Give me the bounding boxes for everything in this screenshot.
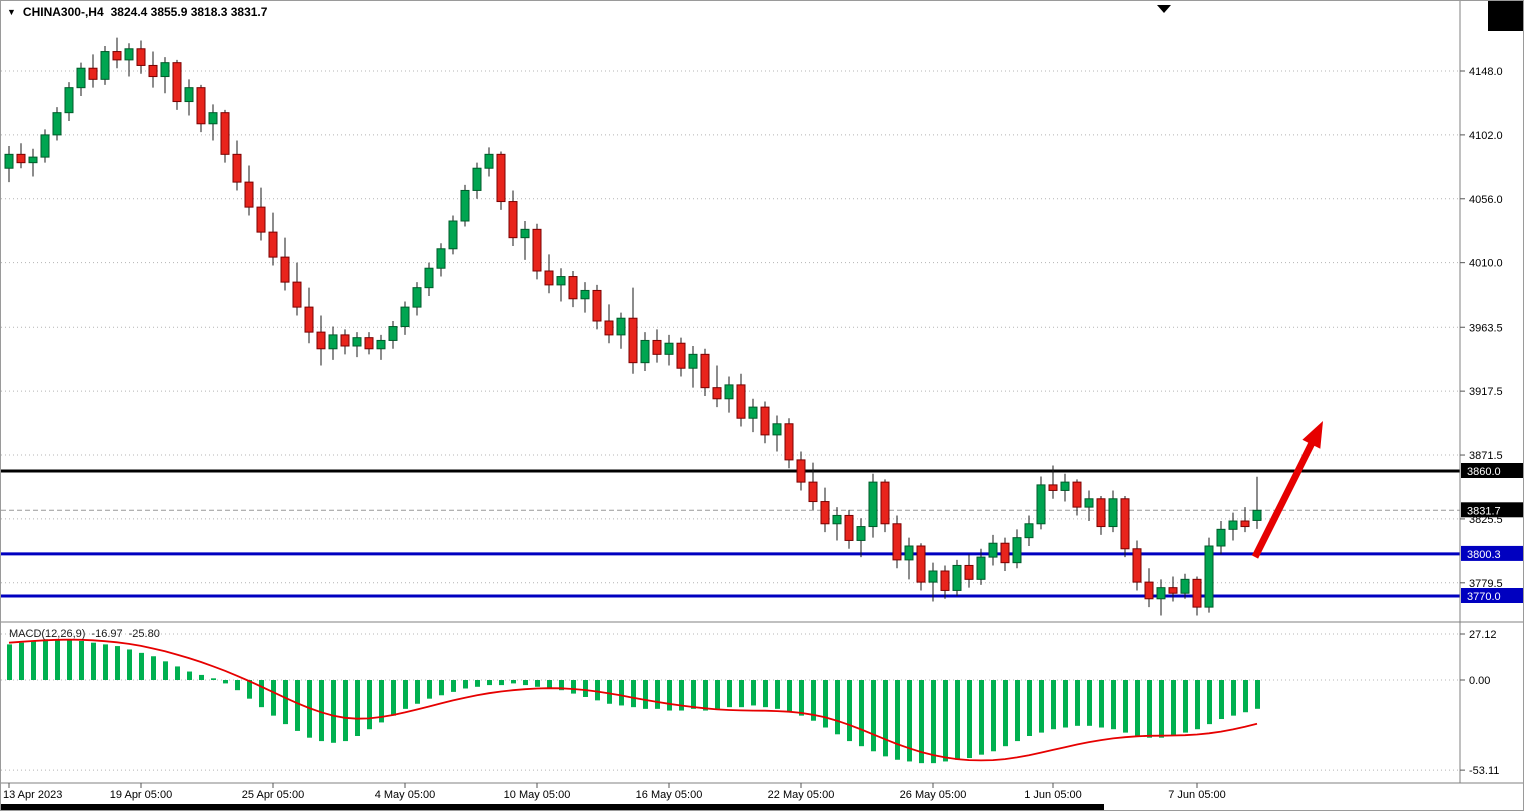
macd-indicator-label: MACD(12,26,9) -16.97 -25.80 xyxy=(9,628,160,640)
symbol-ohlc-values: 3824.4 3855.9 3818.3 3831.7 xyxy=(110,5,268,19)
svg-text:13 Apr 2023: 13 Apr 2023 xyxy=(3,789,62,801)
price-badges: 3860.0 3800.3 3770.0 3831.7 xyxy=(1461,463,1523,603)
svg-text:1 Jun 05:00: 1 Jun 05:00 xyxy=(1024,789,1082,801)
window-corner-block xyxy=(1488,1,1523,31)
price-badge-3800.3: 3800.3 xyxy=(1461,545,1523,561)
macd-histogram xyxy=(7,639,1260,764)
svg-text:7 Jun 05:00: 7 Jun 05:00 xyxy=(1168,789,1226,801)
svg-text:3860.0: 3860.0 xyxy=(1467,466,1501,478)
symbol-timeframe-label: CHINA300-,H4 xyxy=(22,5,104,19)
svg-text:26 May 05:00: 26 May 05:00 xyxy=(900,789,967,801)
price-badge-3770.0: 3770.0 xyxy=(1461,588,1523,603)
svg-text:4010.0: 4010.0 xyxy=(1469,258,1503,270)
svg-text:10 May 05:00: 10 May 05:00 xyxy=(504,789,571,801)
svg-text:27.12: 27.12 xyxy=(1469,629,1497,641)
current-price-badge: 3831.7 xyxy=(1461,502,1523,518)
svg-text:25 Apr 05:00: 25 Apr 05:00 xyxy=(242,789,304,801)
symbol-dropdown-icon[interactable]: ▼ xyxy=(7,6,16,17)
price-axis-labels: 4148.0 4102.0 4056.0 4010.0 3963.5 3917.5 3871… xyxy=(1460,66,1503,590)
svg-text:4056.0: 4056.0 xyxy=(1469,194,1503,206)
svg-text:4148.0: 4148.0 xyxy=(1469,66,1503,78)
axis-frame xyxy=(1,1,1523,784)
horizontal-level-lines[interactable] xyxy=(1,469,1460,598)
time-axis-labels: 13 Apr 2023 19 Apr 05:00 25 Apr 05:00 4 May… xyxy=(3,783,1226,801)
svg-text:4 May 05:00: 4 May 05:00 xyxy=(375,789,436,801)
macd-indicator-name: MACD(12,26,9) xyxy=(9,628,86,640)
svg-text:16 May 05:00: 16 May 05:00 xyxy=(636,789,703,801)
horizontal-scrollbar[interactable] xyxy=(1,804,1104,810)
svg-text:0.00: 0.00 xyxy=(1469,675,1490,687)
macd-signal-line xyxy=(8,638,1258,762)
svg-text:-53.11: -53.11 xyxy=(1469,765,1499,777)
svg-text:3800.3: 3800.3 xyxy=(1467,549,1501,561)
svg-text:3917.5: 3917.5 xyxy=(1469,386,1503,398)
svg-text:19 Apr 05:00: 19 Apr 05:00 xyxy=(110,789,172,801)
macd-signal-value: -25.80 xyxy=(128,628,160,640)
svg-text:3871.5: 3871.5 xyxy=(1469,450,1503,462)
svg-text:22 May 05:00: 22 May 05:00 xyxy=(768,789,835,801)
price-gridlines xyxy=(1,70,1460,584)
macd-main-value: -16.97 xyxy=(91,628,123,640)
candles-layer xyxy=(4,37,1262,616)
symbol-info: ▼ CHINA300-,H4 3824.4 3855.9 3818.3 3831… xyxy=(7,5,267,19)
chart-shift-marker-icon[interactable] xyxy=(1157,5,1171,13)
svg-text:4102.0: 4102.0 xyxy=(1469,130,1503,142)
macd-axis-labels: 27.12 0.00 -53.11 xyxy=(1460,629,1499,777)
svg-text:3963.5: 3963.5 xyxy=(1469,322,1503,334)
svg-text:3779.5: 3779.5 xyxy=(1469,578,1503,590)
trend-arrow-annotation xyxy=(1251,421,1323,559)
price-badge-3860.0: 3860.0 xyxy=(1461,463,1523,478)
svg-text:3770.0: 3770.0 xyxy=(1467,591,1501,603)
svg-text:3831.7: 3831.7 xyxy=(1467,505,1501,517)
